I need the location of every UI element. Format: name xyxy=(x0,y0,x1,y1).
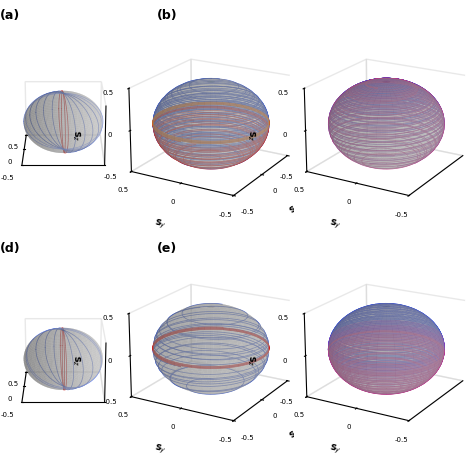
Text: (b): (b) xyxy=(156,9,177,22)
Y-axis label: $\mathbf{s}_y$: $\mathbf{s}_y$ xyxy=(328,442,343,457)
Y-axis label: $\mathbf{s}_y$: $\mathbf{s}_y$ xyxy=(328,217,343,232)
Text: (e): (e) xyxy=(156,242,177,255)
Y-axis label: $\mathbf{s}_y$: $\mathbf{s}_y$ xyxy=(153,217,168,232)
X-axis label: $\mathbf{s}_x$: $\mathbf{s}_x$ xyxy=(287,201,304,217)
Y-axis label: $\mathbf{s}_y$: $\mathbf{s}_y$ xyxy=(153,442,168,457)
X-axis label: $\mathbf{s}_x$: $\mathbf{s}_x$ xyxy=(287,426,304,442)
Text: (a): (a) xyxy=(0,9,20,22)
Text: (d): (d) xyxy=(0,242,21,255)
